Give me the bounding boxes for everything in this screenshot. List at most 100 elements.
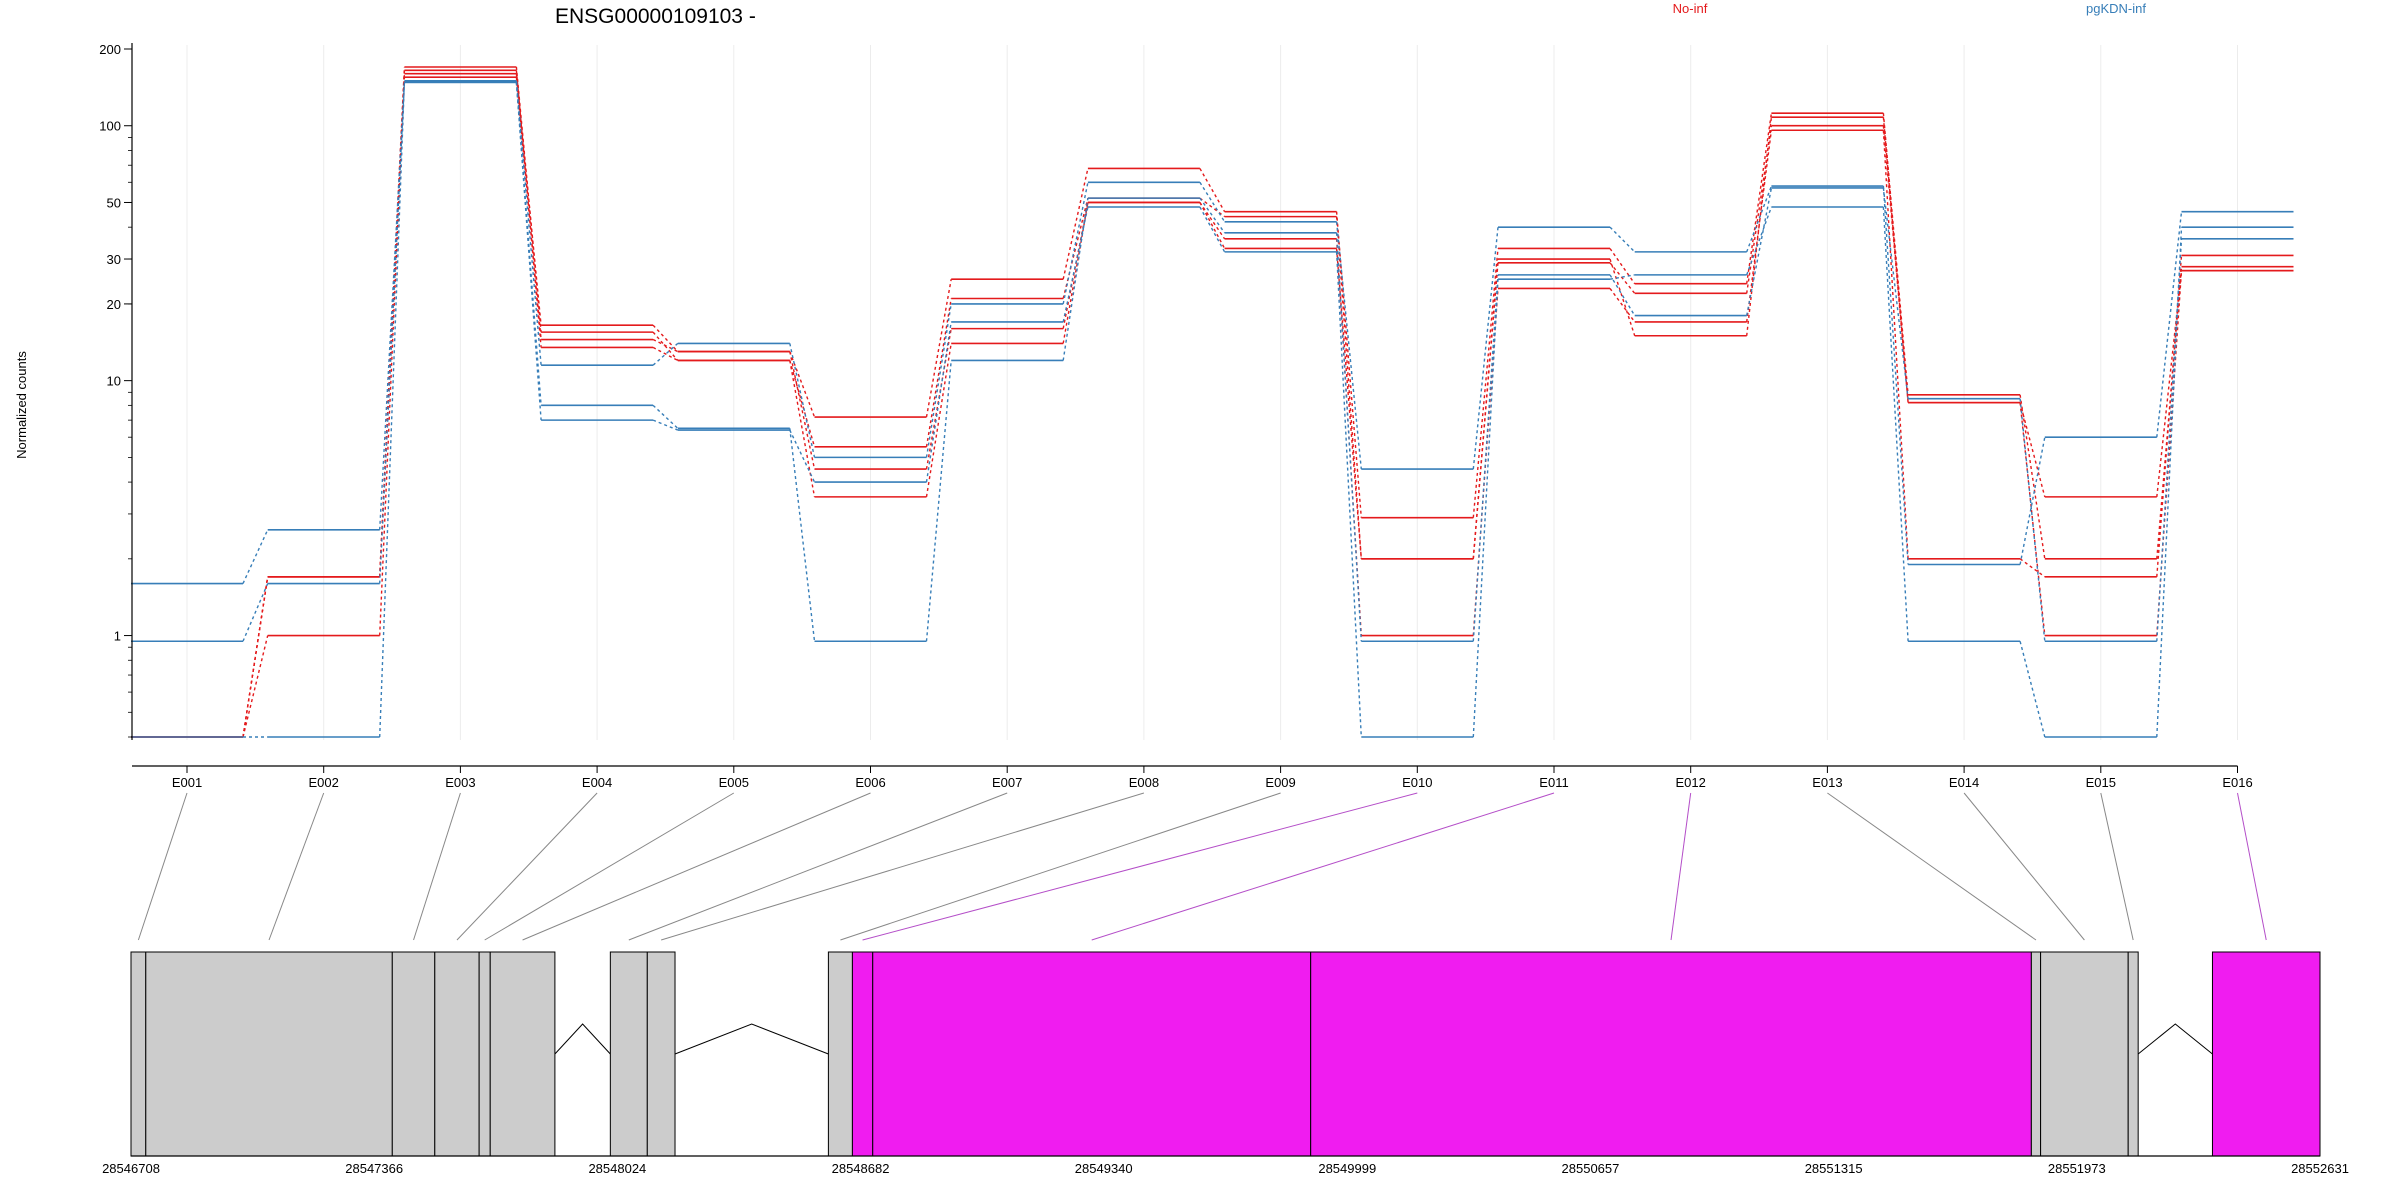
transition-e012	[1746, 125, 1773, 294]
transition-e008	[1199, 181, 1226, 223]
transition-e013	[1882, 185, 1909, 565]
intron-e006-e007	[554, 1023, 611, 1055]
connector-e007	[628, 792, 1008, 941]
coord-tick-label-28548024: 28548024	[588, 1161, 646, 1176]
transition-e004	[652, 419, 679, 431]
exon-e002	[145, 951, 393, 1157]
plot-grid	[186, 45, 2238, 740]
coord-tick-label-28549999: 28549999	[1318, 1161, 1376, 1176]
transition-e012	[1746, 117, 1773, 336]
y-tick-label-200: 200	[99, 42, 121, 57]
coord-tick-label-28547366: 28547366	[345, 1161, 403, 1176]
transition-e015	[2156, 211, 2183, 438]
exon-e013	[2030, 951, 2042, 1157]
transition-e003	[515, 82, 542, 421]
transition-e011	[1609, 262, 1636, 294]
connector-e006	[522, 792, 871, 941]
transition-e010	[1472, 227, 1499, 470]
transition-e002	[379, 82, 406, 738]
x-tick-label-e014: E014	[1949, 775, 1979, 790]
y-axis-label: Normalized counts	[14, 351, 29, 459]
y-tick-label-20: 20	[107, 297, 121, 312]
transition-e011	[1609, 226, 1636, 253]
y-tick-label-10: 10	[107, 374, 121, 389]
transition-e001	[242, 635, 269, 738]
exon-e005	[478, 951, 491, 1157]
connector-e010	[862, 792, 1418, 941]
series-no-inf-2	[131, 76, 2294, 738]
x-tick-label-e008: E008	[1129, 775, 1159, 790]
transition-e008	[1199, 206, 1226, 253]
coord-tick-label-28550657: 28550657	[1562, 1161, 1620, 1176]
transition-e004	[652, 346, 679, 362]
y-tick-label-1: 1	[114, 629, 121, 644]
connector-e011	[1091, 792, 1555, 941]
intron-e015-e016	[2137, 1023, 2213, 1055]
connector-e004	[456, 792, 598, 941]
transition-e006	[925, 360, 952, 642]
intron-e008-e009	[674, 1023, 829, 1055]
transition-e005	[789, 351, 816, 470]
exon-connectors	[137, 792, 2267, 941]
exon-e011	[872, 951, 1312, 1157]
connector-e012	[1670, 792, 1692, 941]
transition-e005	[789, 360, 816, 497]
transition-e014	[2019, 437, 2046, 565]
exon-e001	[130, 951, 147, 1157]
transition-e015	[2156, 238, 2183, 642]
transition-e011	[1609, 274, 1635, 280]
coord-tick-label-28551315: 28551315	[1805, 1161, 1863, 1176]
exon-e003	[391, 951, 436, 1157]
transition-e005	[789, 343, 816, 458]
x-tick-label-e012: E012	[1676, 775, 1706, 790]
connector-e008	[661, 792, 1145, 941]
exon-e010	[851, 951, 874, 1157]
transition-e006	[925, 298, 952, 447]
connector-e013	[1827, 792, 2037, 941]
transition-e014	[2019, 398, 2046, 642]
transition-e014	[2019, 394, 2046, 559]
transition-e008	[1199, 202, 1226, 249]
transition-e012	[1746, 185, 1773, 253]
transition-e015	[2156, 227, 2183, 738]
transition-e008	[1199, 197, 1226, 234]
transition-e012	[1746, 206, 1773, 276]
chart-title: ENSG00000109103 -	[555, 5, 756, 28]
transition-e007	[1062, 182, 1089, 305]
transition-e013	[1882, 113, 1909, 395]
x-tick-label-e004: E004	[582, 775, 612, 790]
transition-e014	[2019, 558, 2046, 578]
coord-tick-label-28546708: 28546708	[102, 1161, 160, 1176]
x-tick-label-e002: E002	[309, 775, 339, 790]
x-tick-label-e015: E015	[2086, 775, 2116, 790]
transition-e010	[1472, 248, 1499, 518]
transition-e003	[515, 66, 542, 333]
transition-e008	[1199, 197, 1226, 218]
transition-e009	[1335, 251, 1362, 738]
transition-e014	[2019, 641, 2046, 738]
transition-e012	[1746, 113, 1773, 284]
coord-tick-label-28551973: 28551973	[2048, 1161, 2106, 1176]
exon-e007	[609, 951, 648, 1157]
transition-e008	[1199, 202, 1226, 240]
transition-e003	[515, 80, 542, 366]
x-tick-label-e011: E011	[1539, 775, 1568, 790]
x-tick-label-e016: E016	[2222, 775, 2252, 790]
x-tick-label-e009: E009	[1265, 775, 1295, 790]
transition-e005	[789, 428, 816, 642]
transition-e013	[1882, 130, 1909, 559]
transition-e007	[1062, 168, 1089, 280]
transition-e006	[925, 279, 952, 418]
exon-e014	[2040, 951, 2129, 1157]
x-tick-label-e007: E007	[992, 775, 1022, 790]
x-tick-label-e006: E006	[855, 775, 885, 790]
connector-e009	[840, 792, 1281, 941]
transition-e011	[1609, 274, 1636, 316]
transition-e003	[515, 70, 542, 348]
exon-e008	[646, 951, 676, 1157]
transition-e010	[1472, 258, 1499, 559]
connector-e001	[137, 792, 188, 941]
x-tick-label-e005: E005	[719, 775, 749, 790]
transition-e001	[242, 576, 269, 738]
